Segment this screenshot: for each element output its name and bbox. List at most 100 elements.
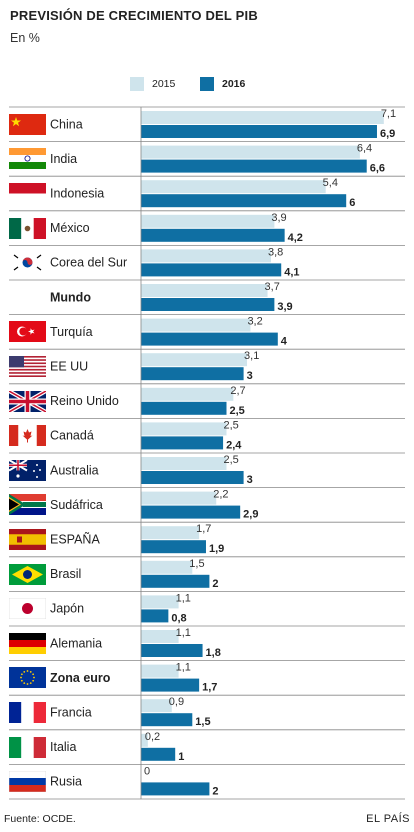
value-2016-sudáfrica: 2,9 <box>243 509 258 521</box>
bar-2015-canadá <box>141 422 227 436</box>
category-label-corea-del-sur: Corea del Sur <box>50 256 127 270</box>
flag-turkey-icon <box>9 321 46 343</box>
category-label-sudáfrica: Sudáfrica <box>50 498 103 512</box>
category-label-japón: Japón <box>50 602 84 616</box>
flag-canada-icon <box>9 425 46 447</box>
category-label-india: India <box>50 152 77 166</box>
flag-indonesia-icon <box>9 183 46 204</box>
value-2015-mundo: 3,7 <box>265 281 280 293</box>
chart-subtitle: En % <box>10 31 40 45</box>
category-label-italia: Italia <box>50 740 76 754</box>
bar-2015-corea-del-sur <box>141 249 271 263</box>
bar-2016-sudáfrica <box>141 505 241 519</box>
category-label-méxico: México <box>50 221 90 235</box>
flag-japan-icon <box>9 598 46 620</box>
bar-2016-japón <box>141 609 169 623</box>
value-2015-alemania: 1,1 <box>176 627 191 639</box>
value-2015-rusia: 0 <box>144 765 150 777</box>
value-2016-canadá: 2,4 <box>226 439 242 451</box>
flag-india-icon <box>9 148 46 170</box>
value-2016-francia: 1,5 <box>195 716 210 728</box>
bar-2015-méxico <box>141 214 275 228</box>
category-label-reino-unido: Reino Unido <box>50 394 119 408</box>
flag-south-korea-icon <box>9 252 46 274</box>
legend-swatch-2016 <box>200 77 214 91</box>
value-2016-españa: 1,9 <box>209 543 224 555</box>
value-2015-francia: 0,9 <box>169 696 184 708</box>
flag-brazil-icon <box>9 563 46 585</box>
category-label-turquía: Turquía <box>50 325 93 339</box>
bar-2015-sudáfrica <box>141 491 217 505</box>
legend-label-2015: 2015 <box>152 78 176 90</box>
bar-2015-mundo <box>141 284 268 297</box>
bar-2016-indonesia <box>141 194 347 208</box>
bar-2015-alemania <box>141 630 179 643</box>
flag-uk-icon <box>9 390 46 412</box>
value-2016-mundo: 3,9 <box>277 301 292 313</box>
value-2016-ee-uu: 3 <box>247 370 253 382</box>
value-2015-españa: 1,7 <box>196 523 211 535</box>
bar-2016-ee-uu <box>141 367 244 381</box>
value-2016-corea-del-sur: 4,1 <box>284 266 299 278</box>
value-2016-zona-euro: 1,7 <box>202 682 217 694</box>
bar-2016-turquía <box>141 332 278 346</box>
flag-usa-icon <box>9 356 46 377</box>
value-2015-turquía: 3,2 <box>247 316 262 328</box>
flag-italy-icon <box>9 736 46 758</box>
flag-spain-icon <box>9 529 46 550</box>
bar-2015-italia <box>141 733 148 747</box>
flag-australia-icon <box>9 459 46 481</box>
bar-2015-brasil <box>141 560 193 574</box>
flag-germany-icon <box>9 632 46 654</box>
category-label-ee-uu: EE UU <box>50 360 88 374</box>
value-2016-japón: 0,8 <box>171 612 186 624</box>
bar-2016-españa <box>141 540 206 554</box>
bar-2015-zona-euro <box>141 664 179 678</box>
value-2016-china: 6,9 <box>380 128 395 140</box>
category-label-brasil: Brasil <box>50 567 81 581</box>
value-2015-canadá: 2,5 <box>224 419 239 431</box>
bar-2016-reino-unido <box>141 401 227 415</box>
bar-2015-australia <box>141 457 227 470</box>
bar-2015-turquía <box>141 318 251 332</box>
bar-2016-alemania <box>141 644 203 657</box>
bar-2016-rusia <box>141 782 210 796</box>
value-2015-india: 6,4 <box>357 143 372 155</box>
flag-france-icon <box>9 702 46 723</box>
value-2016-rusia: 2 <box>212 785 218 797</box>
bar-2015-francia <box>141 699 172 713</box>
bar-2015-indonesia <box>141 180 326 194</box>
source-note: Fuente: OCDE. <box>4 813 76 825</box>
bar-2016-brasil <box>141 574 210 588</box>
value-2016-reino-unido: 2,5 <box>230 405 245 417</box>
value-2015-zona-euro: 1,1 <box>176 662 191 674</box>
value-2015-brasil: 1,5 <box>189 558 204 570</box>
bar-2016-francia <box>141 713 193 727</box>
value-2016-italia: 1 <box>178 751 184 763</box>
bar-2016-india <box>141 159 367 173</box>
bar-2016-mundo <box>141 298 275 311</box>
bar-2015-india <box>141 145 360 159</box>
bar-2015-china <box>141 111 384 124</box>
value-2016-alemania: 1,8 <box>206 647 221 659</box>
category-label-francia: Francia <box>50 706 92 720</box>
bar-2016-corea-del-sur <box>141 263 282 277</box>
bar-2015-reino-unido <box>141 387 234 401</box>
flag-south-africa-icon <box>9 494 46 516</box>
legend-label-2016: 2016 <box>222 78 246 90</box>
bar-2015-japón <box>141 595 179 609</box>
value-2015-reino-unido: 2,7 <box>230 385 245 397</box>
category-label-indonesia: Indonesia <box>50 187 104 201</box>
flag-eu-icon <box>9 667 46 689</box>
bar-2015-españa <box>141 526 200 540</box>
bar-2016-australia <box>141 471 244 484</box>
category-label-china: China <box>50 117 83 131</box>
value-2015-sudáfrica: 2,2 <box>213 489 228 501</box>
value-2015-japón: 1,1 <box>176 592 191 604</box>
category-label-españa: ESPAÑA <box>50 533 100 547</box>
value-2016-méxico: 4,2 <box>288 232 303 244</box>
category-label-alemania: Alemania <box>50 636 102 650</box>
flag-mexico-icon <box>9 217 46 239</box>
flag-china-icon <box>9 113 46 135</box>
value-2015-italia: 0,2 <box>145 731 160 743</box>
